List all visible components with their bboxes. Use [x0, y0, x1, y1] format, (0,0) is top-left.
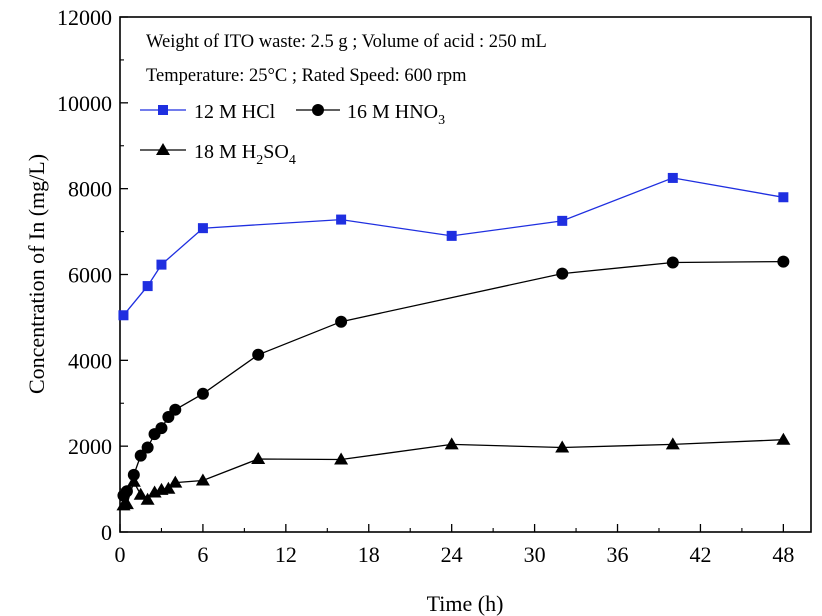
- legend-item-hno3: 16 M HNO3: [296, 101, 445, 128]
- data-point-triangle: [161, 481, 176, 494]
- y-axis-ticks: 0 2000 4000 6000 8000 10000 12000: [57, 5, 128, 545]
- series-1: [118, 172, 789, 321]
- legend: 12 M HCl 16 M HNO3 18 M H2SO4: [140, 101, 445, 168]
- series-line: [123, 439, 784, 507]
- data-point-triangle: [665, 437, 680, 450]
- y-tick-label: 4000: [68, 348, 112, 373]
- data-point-triangle: [776, 432, 791, 445]
- x-axis-ticks: 0 6 12 18 24 30 36 42 48: [115, 524, 794, 567]
- data-point-square: [142, 281, 153, 292]
- x-tick-label: 12: [275, 542, 297, 567]
- y-tick-label: 10000: [57, 91, 112, 116]
- x-tick-label: 6: [197, 542, 208, 567]
- data-point-circle: [556, 267, 569, 280]
- data-point-triangle: [334, 452, 349, 465]
- data-point-square: [557, 215, 568, 226]
- y-tick-label: 0: [101, 520, 112, 545]
- legend-item-hcl: 12 M HCl: [140, 101, 276, 123]
- data-point-triangle: [168, 475, 183, 488]
- x-tick-label: 36: [607, 542, 629, 567]
- data-point-square: [156, 259, 167, 270]
- legend-label-h2so4-main: 18 M H: [194, 141, 256, 163]
- data-point-triangle: [126, 474, 141, 487]
- legend-label-h2so4-mid: SO: [263, 141, 289, 163]
- y-axis-title: Concentration of In (mg/L): [24, 154, 49, 394]
- annotation-conditions-2: Temperature: 25°C ; Rated Speed: 600 rpm: [146, 66, 467, 86]
- data-point-circle: [155, 422, 168, 435]
- data-point-triangle: [251, 452, 266, 464]
- x-tick-label: 48: [772, 542, 794, 567]
- legend-label-h2so4-sub1: 2: [256, 153, 263, 168]
- legend-item-h2so4: 18 M H2SO4: [140, 141, 296, 168]
- legend-label-hcl: 12 M HCl: [194, 101, 276, 123]
- series-line: [122, 177, 784, 316]
- y-tick-label: 12000: [57, 5, 112, 30]
- y-tick-label: 8000: [68, 177, 112, 202]
- data-point-circle: [141, 441, 154, 454]
- legend-label-hno3-main: 16 M HNO: [347, 101, 438, 123]
- series-layer: [116, 172, 791, 511]
- y-tick-label: 6000: [68, 263, 112, 288]
- legend-marker-circle: [312, 104, 324, 116]
- legend-label-hno3: 16 M HNO3: [347, 101, 445, 128]
- data-point-square: [446, 230, 457, 241]
- data-point-circle: [777, 255, 790, 268]
- data-point-circle: [335, 315, 348, 328]
- data-point-square: [197, 223, 208, 234]
- data-point-circle: [252, 348, 265, 361]
- x-tick-label: 24: [441, 542, 463, 567]
- data-point-square: [778, 192, 789, 203]
- plot-frame: [119, 16, 812, 533]
- data-point-square: [118, 310, 129, 321]
- legend-marker-square: [158, 105, 168, 115]
- x-tick-label: 30: [524, 542, 546, 567]
- data-point-circle: [666, 256, 679, 269]
- data-point-triangle: [444, 437, 459, 450]
- x-tick-label: 42: [689, 542, 711, 567]
- legend-label-h2so4: 18 M H2SO4: [194, 141, 296, 168]
- data-point-triangle: [195, 473, 210, 486]
- series-2: [117, 255, 790, 502]
- x-tick-label: 18: [358, 542, 380, 567]
- legend-marker-triangle: [156, 143, 170, 155]
- data-point-square: [336, 214, 347, 225]
- data-point-circle: [169, 403, 182, 416]
- data-point-circle: [196, 387, 209, 400]
- x-axis-title: Time (h): [427, 591, 504, 616]
- data-point-square: [667, 172, 678, 183]
- x-tick-label: 0: [115, 542, 126, 567]
- data-point-triangle: [133, 487, 148, 500]
- annotation-conditions-1: Weight of ITO waste: 2.5 g ; Volume of a…: [146, 32, 547, 52]
- data-point-triangle: [140, 492, 155, 505]
- legend-label-h2so4-sub2: 4: [289, 153, 296, 168]
- data-point-triangle: [119, 497, 134, 510]
- data-point-triangle: [555, 440, 570, 453]
- y-tick-label: 2000: [68, 434, 112, 459]
- series-3: [116, 432, 791, 511]
- series-line: [122, 260, 784, 496]
- legend-label-hno3-sub: 3: [438, 113, 445, 128]
- data-point-circle: [134, 449, 147, 462]
